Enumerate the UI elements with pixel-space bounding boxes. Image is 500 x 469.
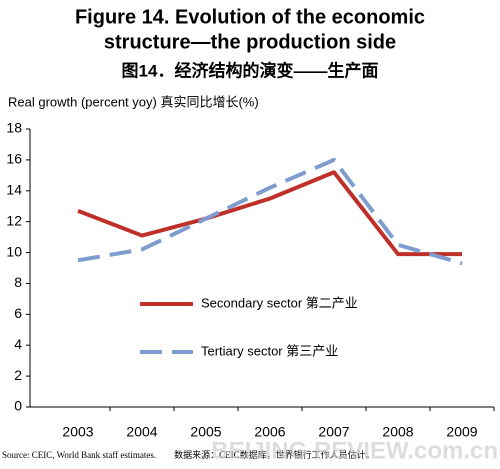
chart-title: structure—the production side bbox=[104, 31, 396, 53]
y-tick-label: 18 bbox=[6, 120, 22, 136]
y-axis-label: Real growth (percent yoy) 真实同比增长(%) bbox=[8, 94, 259, 109]
x-tick-label: 2006 bbox=[254, 424, 285, 440]
y-tick-label: 16 bbox=[6, 151, 22, 167]
y-tick-label: 6 bbox=[14, 305, 22, 321]
chart-subtitle: 图14．经济结构的演变——生产面 bbox=[122, 60, 379, 80]
y-tick-label: 4 bbox=[14, 336, 22, 352]
y-tick-label: 8 bbox=[14, 274, 22, 290]
legend-label: Tertiary sector 第三产业 bbox=[201, 343, 338, 358]
x-tick-label: 2009 bbox=[446, 424, 477, 440]
x-tick-label: 2003 bbox=[62, 424, 93, 440]
x-tick-label: 2007 bbox=[318, 424, 349, 440]
y-tick-label: 10 bbox=[6, 243, 22, 259]
watermark: BEIJING REVIEW.com.cn bbox=[211, 437, 498, 464]
source-note: Source: CEIC, World Bank staff estimates… bbox=[2, 449, 375, 460]
y-tick-label: 12 bbox=[6, 212, 22, 228]
x-tick-label: 2008 bbox=[382, 424, 413, 440]
y-tick-label: 0 bbox=[14, 398, 22, 414]
y-tick-label: 2 bbox=[14, 367, 22, 383]
series-line bbox=[77, 157, 463, 266]
x-tick-label: 2005 bbox=[190, 424, 221, 440]
x-tick-label: 2004 bbox=[126, 424, 157, 440]
series-line bbox=[77, 170, 462, 257]
chart-title: Figure 14. Evolution of the economic bbox=[75, 6, 425, 28]
legend-label: Secondary sector 第二产业 bbox=[201, 295, 358, 310]
y-tick-label: 14 bbox=[6, 181, 22, 197]
